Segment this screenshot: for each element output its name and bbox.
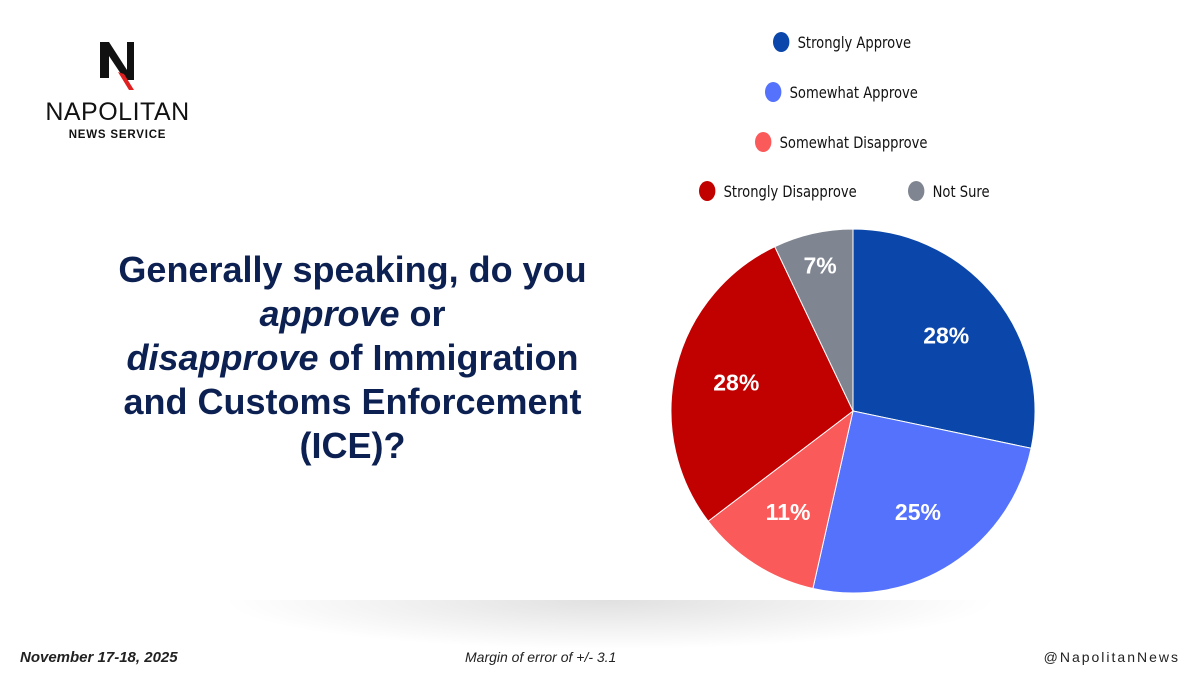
legend-item-strongly-approve: Strongly Approve <box>773 32 911 52</box>
pie-slice-somewhat-approve <box>812 410 1032 594</box>
legend-label: Not Sure <box>932 181 990 201</box>
pie-slice-strongly-disapprove <box>670 246 854 522</box>
data-label: 7% <box>803 252 836 278</box>
logo-subtitle: NEWS SERVICE <box>68 129 167 141</box>
pie-slice-strongly-approve <box>852 228 1036 449</box>
question-emphasis-disapprove: disapprove <box>126 337 319 378</box>
survey-date: November 17-18, 2025 <box>20 649 178 666</box>
legend-swatch <box>755 132 772 152</box>
legend-swatch <box>765 82 782 102</box>
legend-item-strongly-disapprove: Strongly Disapprove <box>699 181 857 201</box>
social-handle: @NapolitanNews <box>1043 649 1180 665</box>
legend-item-somewhat-disapprove: Somewhat Disapprove <box>755 132 927 152</box>
margin-of-error: Margin of error of +/- 3.1 <box>465 649 617 665</box>
legend-swatch <box>908 181 925 201</box>
question-text: Generally speaking, do you <box>118 249 587 290</box>
data-label: 11% <box>766 499 811 525</box>
legend-label: Strongly Approve <box>797 32 912 52</box>
question-text: of Immigration and Customs Enforcement (… <box>123 337 582 466</box>
data-label: 28% <box>713 370 759 396</box>
logo-brand: NAPOLITAN <box>45 98 190 126</box>
legend-label: Strongly Disapprove <box>723 181 857 201</box>
legend-swatch <box>773 32 790 52</box>
legend-label: Somewhat Approve <box>789 82 918 102</box>
legend-item-not-sure: Not Sure <box>908 181 990 201</box>
question-text: or <box>399 293 446 334</box>
logo: NAPOLITAN NEWS SERVICE <box>40 40 195 141</box>
chart-shadow <box>220 600 1000 650</box>
legend-item-somewhat-approve: Somewhat Approve <box>765 82 918 102</box>
pie-slice-somewhat-disapprove <box>707 409 854 590</box>
data-label: 28% <box>923 322 969 348</box>
legend-label: Somewhat Disapprove <box>779 132 928 152</box>
legend-swatch <box>699 181 716 201</box>
napolitan-logo-icon <box>99 42 134 90</box>
data-label: 25% <box>895 499 941 525</box>
pie-slice-not-sure <box>774 228 854 412</box>
question-emphasis-approve: approve <box>259 293 400 334</box>
question-title: Generally speaking, do you approve or di… <box>100 248 605 468</box>
